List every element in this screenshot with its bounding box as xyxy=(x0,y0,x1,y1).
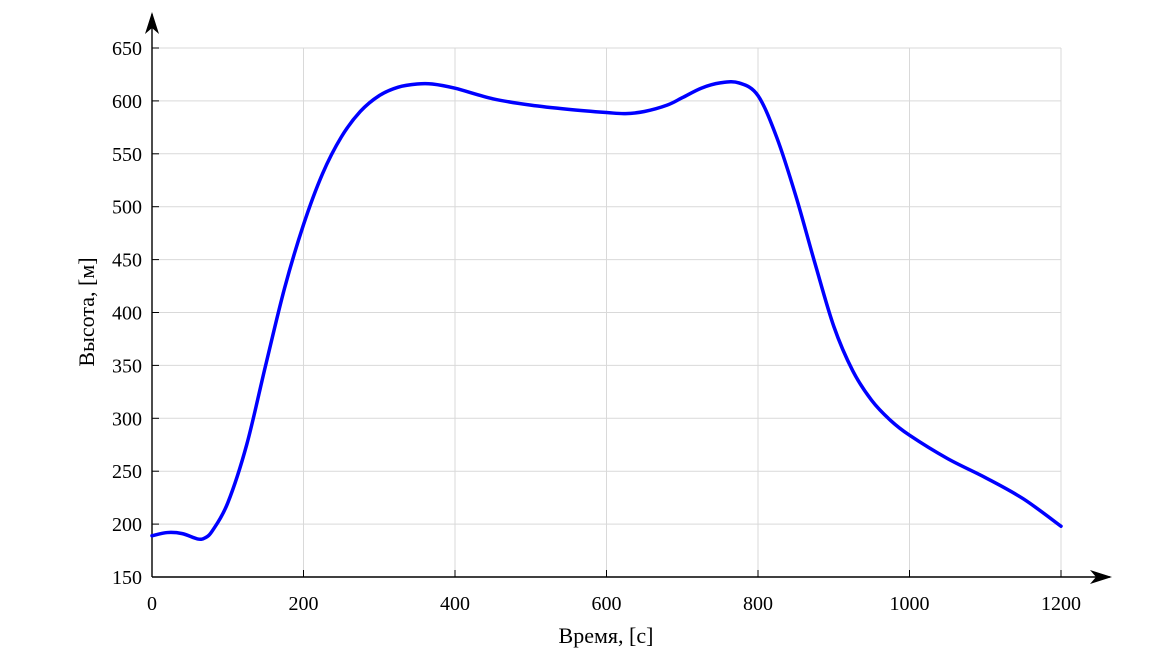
x-tick-label: 400 xyxy=(440,593,470,615)
y-tick-label: 150 xyxy=(112,567,142,589)
tick-labels: 0 200 400 600 800 1000 1200 150 200 250 300 350 400 4… xyxy=(112,38,1081,615)
x-axis-label: Время, [с] xyxy=(559,623,654,648)
y-tick-label: 250 xyxy=(112,461,142,483)
y-tick-label: 550 xyxy=(112,144,142,166)
axes xyxy=(145,12,1112,584)
y-tick-label: 600 xyxy=(112,91,142,113)
y-tick-label: 500 xyxy=(112,197,142,219)
x-tick-label: 1200 xyxy=(1041,593,1081,615)
y-tick-label: 350 xyxy=(112,355,142,377)
y-tick-label: 450 xyxy=(112,250,142,272)
x-tick-label: 600 xyxy=(592,593,622,615)
y-tick-label: 300 xyxy=(112,408,142,430)
y-tick-label: 400 xyxy=(112,303,142,325)
x-tick-label: 1000 xyxy=(890,593,930,615)
y-tick-label: 650 xyxy=(112,38,142,60)
x-tick-label: 0 xyxy=(147,593,157,615)
grid xyxy=(152,47,1062,577)
y-axis-label: Высота, [м] xyxy=(74,257,99,366)
x-tick-label: 200 xyxy=(289,593,319,615)
series-line xyxy=(150,80,1063,542)
series-layer xyxy=(150,80,1063,542)
y-tick-label: 200 xyxy=(112,514,142,536)
x-tick-label: 800 xyxy=(743,593,773,615)
